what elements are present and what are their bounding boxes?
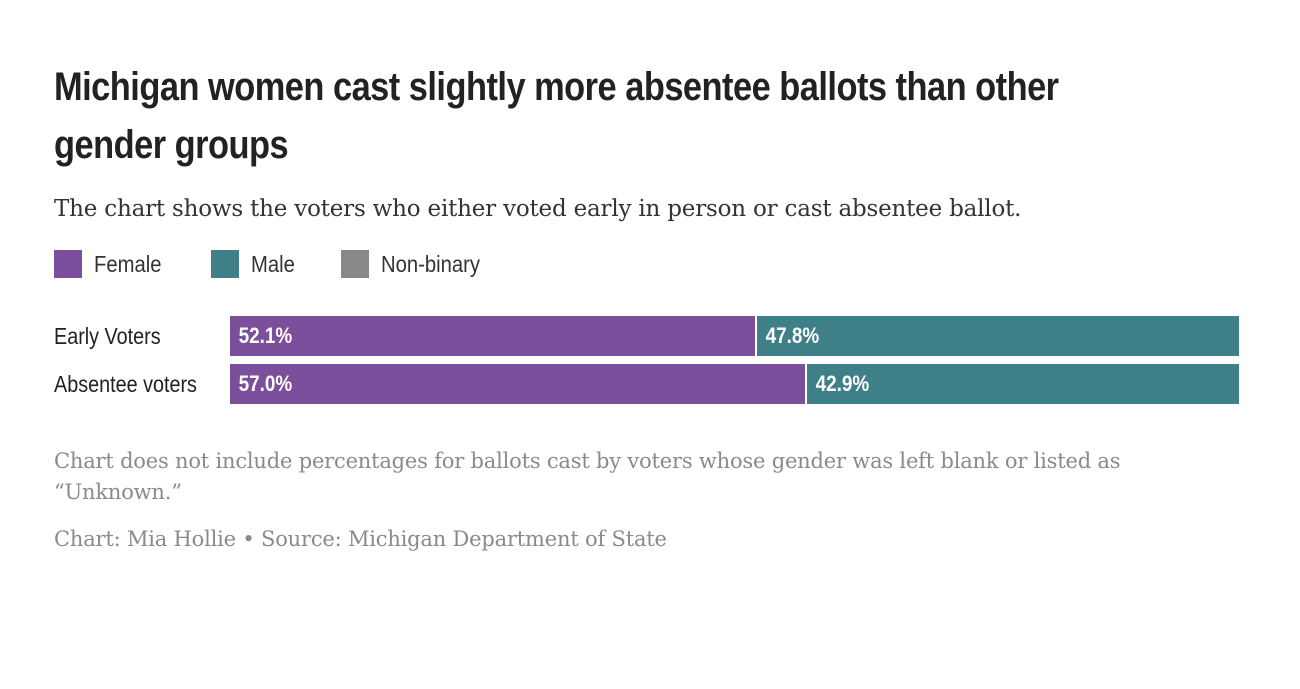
chart-footer: Chart does not include percentages for b… xyxy=(54,446,1244,555)
bar-non-binary xyxy=(1240,364,1243,404)
chart-credit: Chart: Mia Hollie • Source: Michigan Dep… xyxy=(54,527,667,551)
legend-item-female: Female xyxy=(54,250,171,278)
legend-swatch-non-binary xyxy=(340,250,369,278)
chart-legend: Female Male Non-binary xyxy=(54,249,1254,279)
legend-item-male: Male xyxy=(210,250,301,278)
bar-data-label: 42.9% xyxy=(815,371,870,396)
legend-label-non-binary: Non-binary xyxy=(380,250,480,277)
bar-data-label: 47.8% xyxy=(765,323,820,348)
chart-header: Michigan women cast slightly more absent… xyxy=(54,58,1254,279)
bar-male xyxy=(757,316,1241,356)
legend-label-female: Female xyxy=(94,250,162,277)
bar-data-label: 57.0% xyxy=(238,371,293,396)
chart-note: Chart does not include percentages for b… xyxy=(54,449,1121,504)
legend-swatch-male xyxy=(210,250,239,278)
bar-female xyxy=(230,316,758,356)
chart-subtitle: The chart shows the voters who either vo… xyxy=(54,196,1022,222)
row-label: Early Voters xyxy=(54,323,161,349)
bar-non-binary xyxy=(1240,316,1243,356)
bar-data-label: 52.1% xyxy=(238,323,293,348)
legend-swatch-female xyxy=(54,250,82,278)
row-label: Absentee voters xyxy=(54,371,197,397)
stacked-bar-chart: Early Voters 52.1% 47.8% Absentee voters 57.… xyxy=(54,316,1244,408)
legend-label-male: Male xyxy=(250,250,295,277)
bar-female xyxy=(230,364,807,404)
bar-male xyxy=(806,364,1241,404)
chart-title: Michigan women cast slightly more absent… xyxy=(54,65,1059,167)
legend-item-non-binary: Non-binary xyxy=(340,250,494,278)
